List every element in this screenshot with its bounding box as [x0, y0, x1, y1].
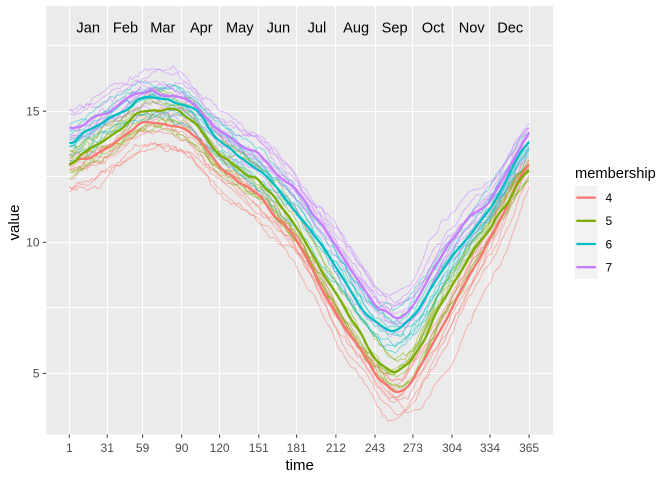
svg-text:Jul: Jul — [308, 21, 327, 37]
svg-text:Apr: Apr — [190, 21, 213, 37]
svg-text:304: 304 — [442, 441, 462, 455]
svg-text:15: 15 — [26, 105, 40, 119]
svg-text:212: 212 — [326, 441, 346, 455]
svg-text:Oct: Oct — [422, 21, 445, 37]
svg-text:Mar: Mar — [150, 21, 175, 37]
svg-text:273: 273 — [403, 441, 423, 455]
svg-text:time: time — [286, 457, 314, 474]
svg-text:5: 5 — [606, 214, 613, 228]
svg-text:Feb: Feb — [113, 21, 138, 37]
svg-text:90: 90 — [175, 441, 189, 455]
svg-text:243: 243 — [365, 441, 385, 455]
svg-text:Sep: Sep — [382, 21, 408, 37]
svg-text:59: 59 — [136, 441, 150, 455]
svg-text:membership: membership — [575, 166, 656, 182]
svg-text:120: 120 — [210, 441, 230, 455]
svg-text:334: 334 — [480, 441, 500, 455]
svg-text:4: 4 — [606, 191, 613, 205]
svg-text:Aug: Aug — [343, 21, 369, 37]
svg-text:6: 6 — [606, 237, 613, 251]
svg-text:151: 151 — [249, 441, 269, 455]
svg-text:value: value — [6, 205, 23, 241]
svg-text:Nov: Nov — [459, 21, 486, 37]
svg-text:Dec: Dec — [497, 21, 523, 37]
svg-text:1: 1 — [66, 441, 73, 455]
svg-text:31: 31 — [101, 441, 115, 455]
svg-text:7: 7 — [606, 261, 613, 275]
svg-text:Jan: Jan — [76, 21, 100, 37]
svg-text:May: May — [226, 21, 254, 37]
svg-text:Jun: Jun — [267, 21, 291, 37]
svg-text:5: 5 — [33, 367, 40, 381]
svg-text:365: 365 — [519, 441, 539, 455]
svg-text:10: 10 — [26, 236, 40, 250]
svg-text:181: 181 — [287, 441, 307, 455]
